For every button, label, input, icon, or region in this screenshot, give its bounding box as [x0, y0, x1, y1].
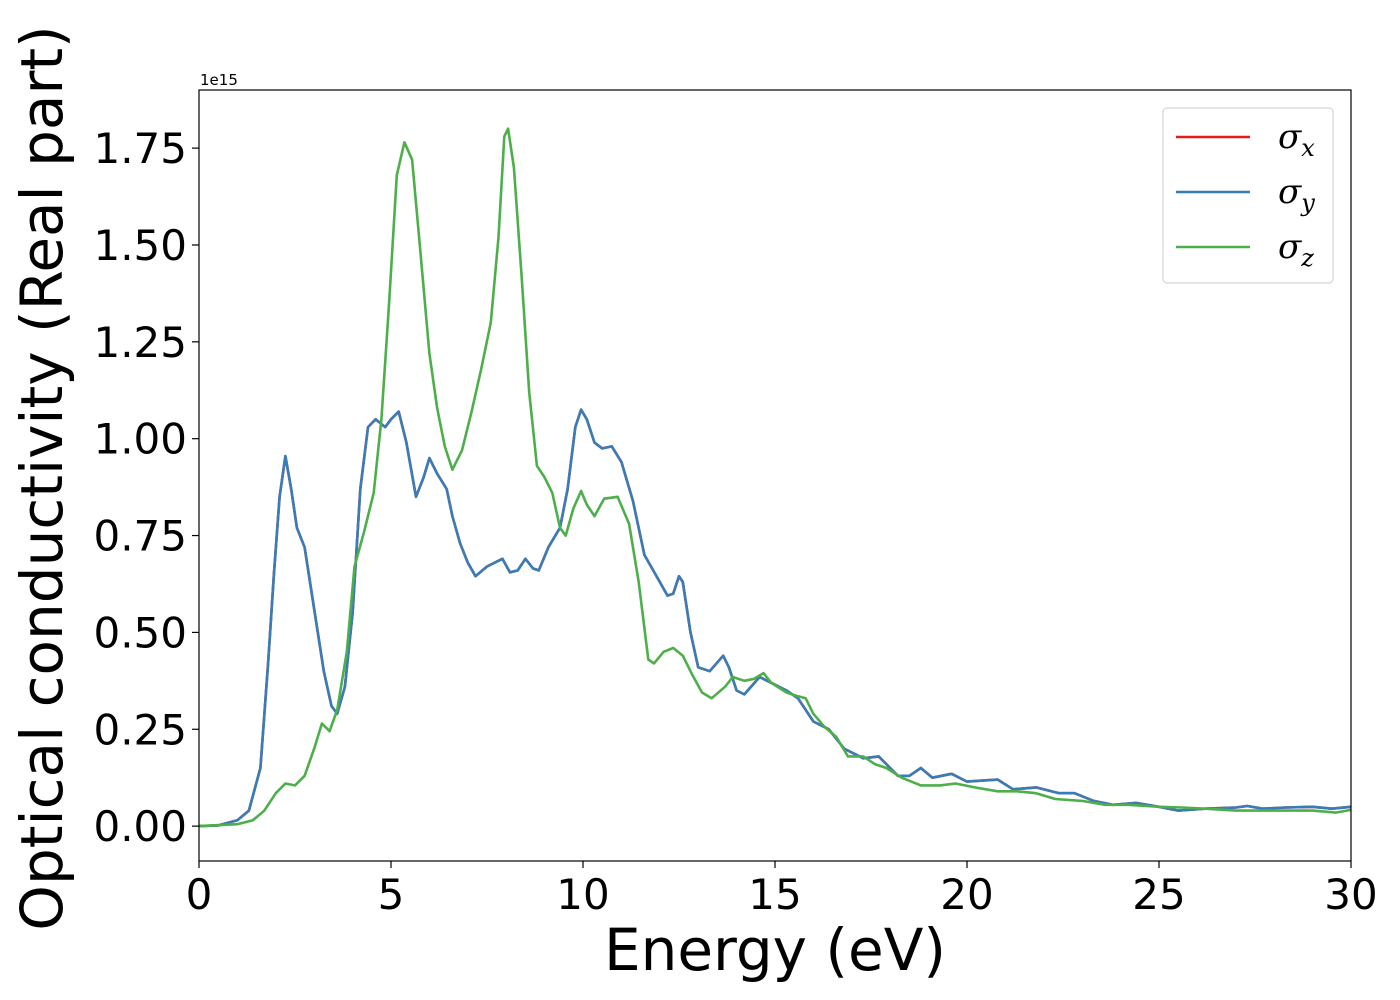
legend: σx σy σz [1162, 107, 1334, 284]
legend-label-z: σz [1278, 227, 1314, 272]
series-line-z [198, 127, 1352, 828]
x-axis-title: Energy (eV) [604, 916, 946, 984]
y-tick-label: 0.25 [93, 705, 187, 754]
x-tick-label: 30 [1324, 870, 1377, 919]
y-tick-label: 0.75 [93, 512, 187, 561]
y-tick-label: 1.75 [93, 124, 187, 173]
x-tick-label: 10 [556, 870, 609, 919]
y-axis-title: Optical conductivity (Real part) [8, 25, 76, 930]
series-layer [198, 127, 1352, 828]
x-tick-label: 15 [748, 870, 801, 919]
legend-box [1162, 107, 1334, 284]
y-tick-label: 1.50 [93, 221, 187, 270]
x-axis-ticks: 0 5 10 15 20 25 30 [186, 861, 1378, 919]
legend-label-x: σx [1278, 117, 1315, 162]
y-axis-offset-label: 1e15 [200, 71, 238, 89]
y-axis-ticks: 0.00 0.25 0.50 0.75 1.00 1.25 1.50 1.75 [93, 124, 199, 851]
y-tick-label: 1.25 [93, 318, 187, 367]
y-tick-label: 0.00 [93, 802, 187, 851]
x-tick-label: 5 [378, 870, 405, 919]
x-tick-label: 0 [186, 870, 213, 919]
y-tick-label: 0.50 [93, 608, 187, 657]
series-line-y [198, 408, 1352, 828]
legend-label-y: σy [1278, 172, 1315, 217]
y-tick-label: 1.00 [93, 415, 187, 464]
x-tick-label: 20 [940, 870, 993, 919]
x-tick-label: 25 [1132, 870, 1185, 919]
